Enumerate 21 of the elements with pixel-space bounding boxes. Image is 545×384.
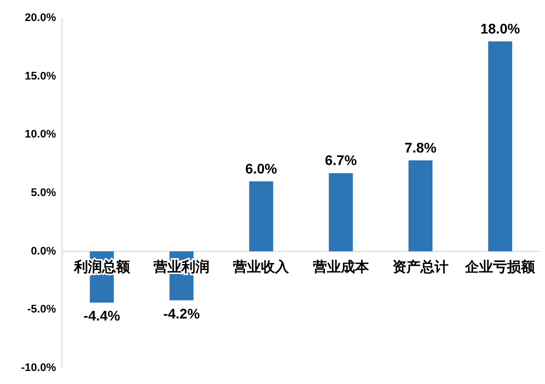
data-label: 18.0% xyxy=(480,20,521,36)
y-tick-label: 5.0% xyxy=(30,187,56,199)
x-tick-label: 企业亏损额 xyxy=(464,258,536,274)
data-label: -4.2% xyxy=(163,305,200,322)
y-tick-label: 15.0% xyxy=(24,70,56,82)
y-tick-label: 0.0% xyxy=(30,245,56,258)
x-tick-label: 资产总计 xyxy=(392,258,448,274)
bar xyxy=(488,41,512,252)
data-label: 7.8% xyxy=(404,139,437,156)
x-tick-label: 营业收入 xyxy=(232,258,290,274)
data-label: 6.7% xyxy=(324,152,358,168)
y-tick-label: -5.0% xyxy=(27,304,56,316)
y-tick-label: 20.0% xyxy=(24,12,56,24)
data-label: 6.0% xyxy=(245,160,278,176)
bar xyxy=(408,160,432,252)
x-tick-label: 营业成本 xyxy=(312,258,370,274)
data-label: -4.4% xyxy=(84,308,121,324)
bar xyxy=(328,173,353,252)
y-tick-label: -10.0% xyxy=(21,362,56,374)
y-tick-label: 10.0% xyxy=(24,128,56,141)
bar xyxy=(249,181,274,252)
